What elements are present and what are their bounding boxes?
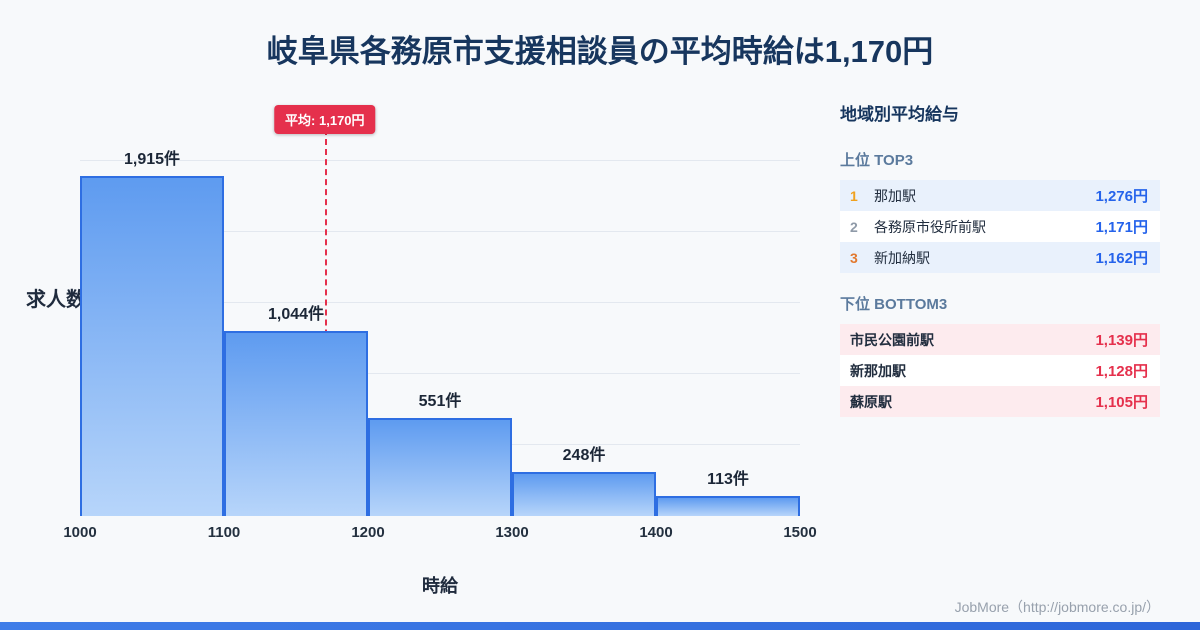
gridline bbox=[80, 231, 800, 232]
region-salary-sidebar: 地域別平均給与 上位 TOP3 1 那加駅 1,276円 2 各務原市役所前駅 1,171… bbox=[840, 100, 1160, 437]
station-name: 新那加駅 bbox=[850, 362, 906, 379]
station-name: 那加駅 bbox=[874, 187, 916, 204]
histogram-bar bbox=[368, 418, 512, 516]
footer-credit: JobMore（http://jobmore.co.jp/） bbox=[954, 599, 1160, 615]
station-salary-value: 1,105円 bbox=[1095, 394, 1148, 411]
bottom3-table: 市民公園前駅 1,139円新那加駅 1,128円蘇原駅 1,105円 bbox=[840, 324, 1160, 417]
station-row: 3 新加納駅 1,162円 bbox=[840, 242, 1160, 273]
x-tick-label: 1300 bbox=[495, 524, 529, 541]
station-salary-value: 1,162円 bbox=[1095, 250, 1148, 267]
x-axis-label: 時給 bbox=[422, 576, 458, 596]
bar-value-label: 1,044件 bbox=[267, 305, 325, 323]
bar-value-label: 248件 bbox=[562, 446, 606, 464]
station-salary-value: 1,139円 bbox=[1095, 332, 1148, 349]
histogram-bar bbox=[512, 471, 656, 516]
histogram-plot: 平均: 1,170円 1,915件 1,044件 551件 248件 113件 bbox=[80, 105, 800, 516]
x-tick-label: 1100 bbox=[207, 524, 241, 541]
gridline bbox=[80, 302, 800, 303]
page-title: 岐阜県各務原市支援相談員の平均時給は1,170円 bbox=[266, 34, 934, 69]
station-row: 蘇原駅 1,105円 bbox=[840, 386, 1160, 417]
bar-value-label: 551件 bbox=[418, 393, 462, 411]
x-axis-ticks: 1000 1100 1200 1300 1400 1500 bbox=[63, 524, 816, 544]
average-badge: 平均: 1,170円 bbox=[274, 105, 376, 134]
rank-number: 3 bbox=[850, 249, 858, 266]
station-name: 蘇原駅 bbox=[850, 393, 892, 410]
top3-table: 1 那加駅 1,276円 2 各務原市役所前駅 1,171円 3 新加納駅 1,162円 bbox=[840, 180, 1160, 273]
sidebar-title: 地域別平均給与 bbox=[840, 105, 959, 124]
bar-value-label: 113件 bbox=[707, 470, 749, 488]
y-axis-label: 求人数 bbox=[26, 289, 86, 311]
rank-number: 1 bbox=[850, 187, 858, 204]
station-salary-value: 1,171円 bbox=[1095, 219, 1148, 236]
station-row: 2 各務原市役所前駅 1,171円 bbox=[840, 211, 1160, 242]
station-name: 各務原市役所前駅 bbox=[874, 218, 986, 235]
station-name: 市民公園前駅 bbox=[850, 331, 934, 348]
station-row: 新那加駅 1,128円 bbox=[840, 355, 1160, 386]
station-salary-value: 1,276円 bbox=[1095, 188, 1148, 205]
rank-number: 2 bbox=[850, 218, 858, 235]
histogram-bar bbox=[656, 495, 800, 516]
average-line bbox=[324, 129, 327, 516]
station-salary-value: 1,128円 bbox=[1095, 363, 1148, 380]
x-tick-label: 1500 bbox=[783, 524, 817, 541]
x-tick-label: 1000 bbox=[63, 524, 97, 541]
gridline bbox=[80, 373, 800, 374]
gridline bbox=[80, 160, 800, 161]
bottom-accent-bar bbox=[0, 622, 1200, 630]
bottom3-heading: 下位 BOTTOM3 bbox=[840, 296, 948, 313]
bar-value-label: 1,915件 bbox=[123, 151, 181, 169]
station-row: 市民公園前駅 1,139円 bbox=[840, 324, 1160, 355]
x-tick-label: 1400 bbox=[639, 524, 673, 541]
x-tick-label: 1200 bbox=[351, 524, 385, 541]
station-row: 1 那加駅 1,276円 bbox=[840, 180, 1160, 211]
histogram-bar bbox=[224, 330, 368, 516]
top3-heading: 上位 TOP3 bbox=[840, 152, 914, 169]
histogram-bar bbox=[80, 176, 224, 516]
station-name: 新加納駅 bbox=[874, 249, 930, 266]
